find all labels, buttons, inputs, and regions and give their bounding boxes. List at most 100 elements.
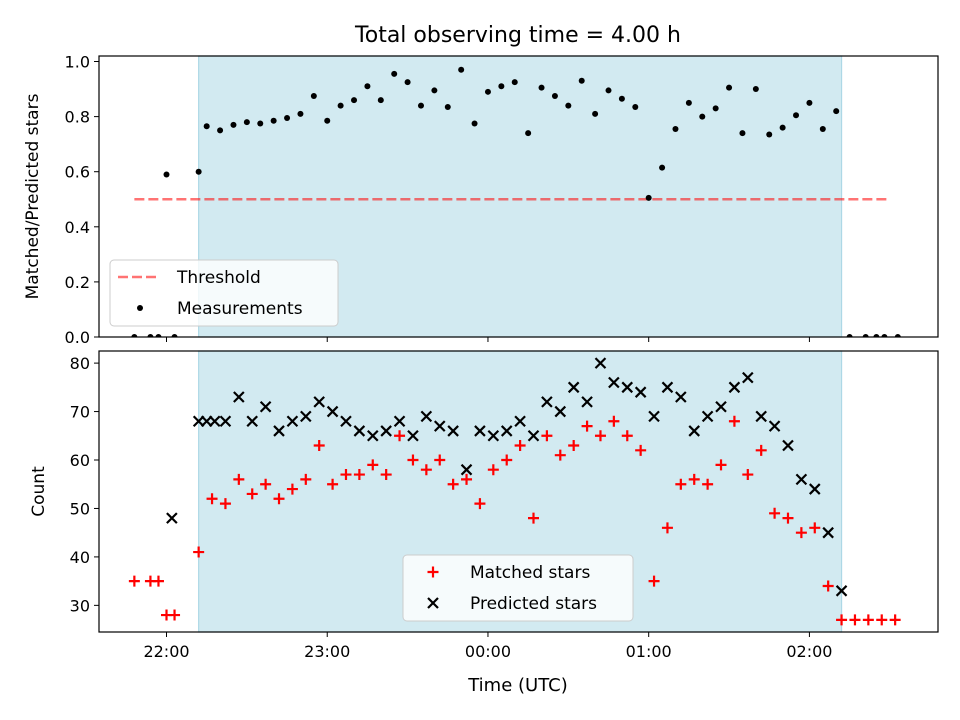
matched-star-point (769, 507, 781, 519)
predicted-star-point (208, 415, 221, 428)
matched-star-point (514, 439, 526, 451)
matched-star-point (260, 478, 272, 490)
predicted-star-point (768, 420, 781, 432)
predicted-star-point (514, 415, 526, 428)
legend-label: Matched stars (470, 563, 590, 583)
predicted-star-point (755, 410, 767, 423)
y-tick-label: 40 (70, 548, 90, 567)
legend-matched-swatch (427, 566, 439, 578)
matched-star-point (313, 439, 325, 451)
measurement-point (203, 123, 210, 130)
matched-star-point (688, 473, 700, 485)
measurement-point (444, 103, 451, 110)
plot-area (131, 66, 901, 337)
matched-star-point (608, 415, 620, 427)
x-axis-label: Time (UTC) (467, 675, 568, 696)
matched-star-point (193, 546, 205, 558)
measurement-point (310, 92, 317, 99)
chart-title: Total observing time = 4.00 h (354, 23, 681, 48)
predicted-star-point (701, 410, 714, 423)
measurement-point (364, 83, 371, 90)
measurement-point (712, 105, 719, 112)
predicted-star-point (554, 405, 567, 418)
predicted-star-point (433, 420, 446, 432)
legend-label: Measurements (177, 299, 303, 319)
measurement-point (297, 110, 304, 117)
matched-star-point (206, 493, 218, 505)
predicted-star-point (380, 425, 392, 437)
matched-star-point (487, 464, 499, 476)
measurement-point (793, 112, 800, 119)
ratio-panel: 0.0 0.2 0.4 0.6 0.8 1.0 Matched/Predicted star… (23, 53, 939, 347)
matched-star-point (169, 609, 181, 621)
matched-star-point (755, 444, 767, 456)
predicted-star-point (460, 463, 473, 476)
predicted-star-point (393, 415, 406, 428)
y-tick-label: 0.8 (65, 108, 90, 127)
axes-frame (98, 350, 939, 633)
legend (109, 259, 339, 327)
predicted-star-point (634, 386, 647, 398)
predicted-star-point (259, 400, 272, 413)
legend (402, 554, 634, 622)
predicted-star-point (541, 396, 553, 408)
measurement-point (551, 92, 558, 99)
predicted-star-point (581, 396, 593, 408)
measurement-point (632, 103, 639, 110)
predicted-star-point (407, 430, 419, 442)
matched-star-point (621, 430, 633, 442)
measurement-point (163, 171, 170, 178)
predicted-star-point (621, 381, 634, 394)
predicted-star-point (313, 396, 325, 408)
y-tick-label: 80 (70, 354, 90, 373)
predicted-star-point (715, 400, 727, 413)
count-panel: 30 40 50 60 70 80 22:00 23:00 00:00 01:00 02:00 Cou… (29, 350, 939, 661)
predicted-star-point (728, 381, 741, 394)
matched-star-point (862, 614, 874, 626)
legend-measurement-swatch (137, 305, 143, 311)
predicted-star-point (340, 415, 352, 428)
measurement-point (525, 130, 532, 137)
matched-star-point (702, 478, 714, 490)
measurement-point (833, 108, 840, 115)
matched-star-point (434, 454, 446, 466)
matched-star-point (541, 430, 553, 442)
predicted-star-point (366, 430, 379, 442)
matched-star-point (568, 439, 580, 451)
predicted-star-point (675, 391, 687, 403)
legend-label: Threshold (176, 268, 261, 288)
measurement-point (404, 79, 411, 86)
predicted-star-point (688, 425, 701, 437)
matched-star-point (128, 575, 140, 587)
predicted-star-point (447, 425, 459, 437)
y-tick-label: 0.0 (65, 328, 90, 347)
matched-star-point (742, 469, 754, 481)
predicted-star-point (300, 410, 312, 423)
predicted-star-point (166, 512, 178, 524)
matched-star-point (889, 614, 901, 626)
measurement-point (284, 114, 291, 121)
predicted-star-point (782, 439, 794, 452)
predicted-star-point (567, 381, 580, 394)
predicted-star-point (661, 381, 674, 394)
matched-star-point (836, 614, 848, 626)
x-tick-label: 23:00 (304, 642, 350, 661)
plot-area (128, 357, 901, 626)
matched-star-point (594, 430, 606, 442)
measurement-point (592, 110, 599, 117)
measurement-point (351, 97, 358, 104)
predicted-star-point (795, 473, 808, 486)
matched-star-point (152, 575, 164, 587)
matched-star-point (782, 512, 794, 524)
matched-star-point (246, 488, 258, 500)
measurement-point (538, 84, 545, 91)
predicted-star-point (219, 415, 232, 428)
measurement-point (739, 130, 746, 137)
measurement-point (270, 117, 277, 124)
predicted-star-point (246, 415, 259, 428)
measurement-point (779, 124, 786, 131)
matched-star-point (474, 498, 486, 510)
matched-star-point (501, 454, 513, 466)
matched-star-point (407, 454, 419, 466)
measurement-point (605, 87, 612, 94)
